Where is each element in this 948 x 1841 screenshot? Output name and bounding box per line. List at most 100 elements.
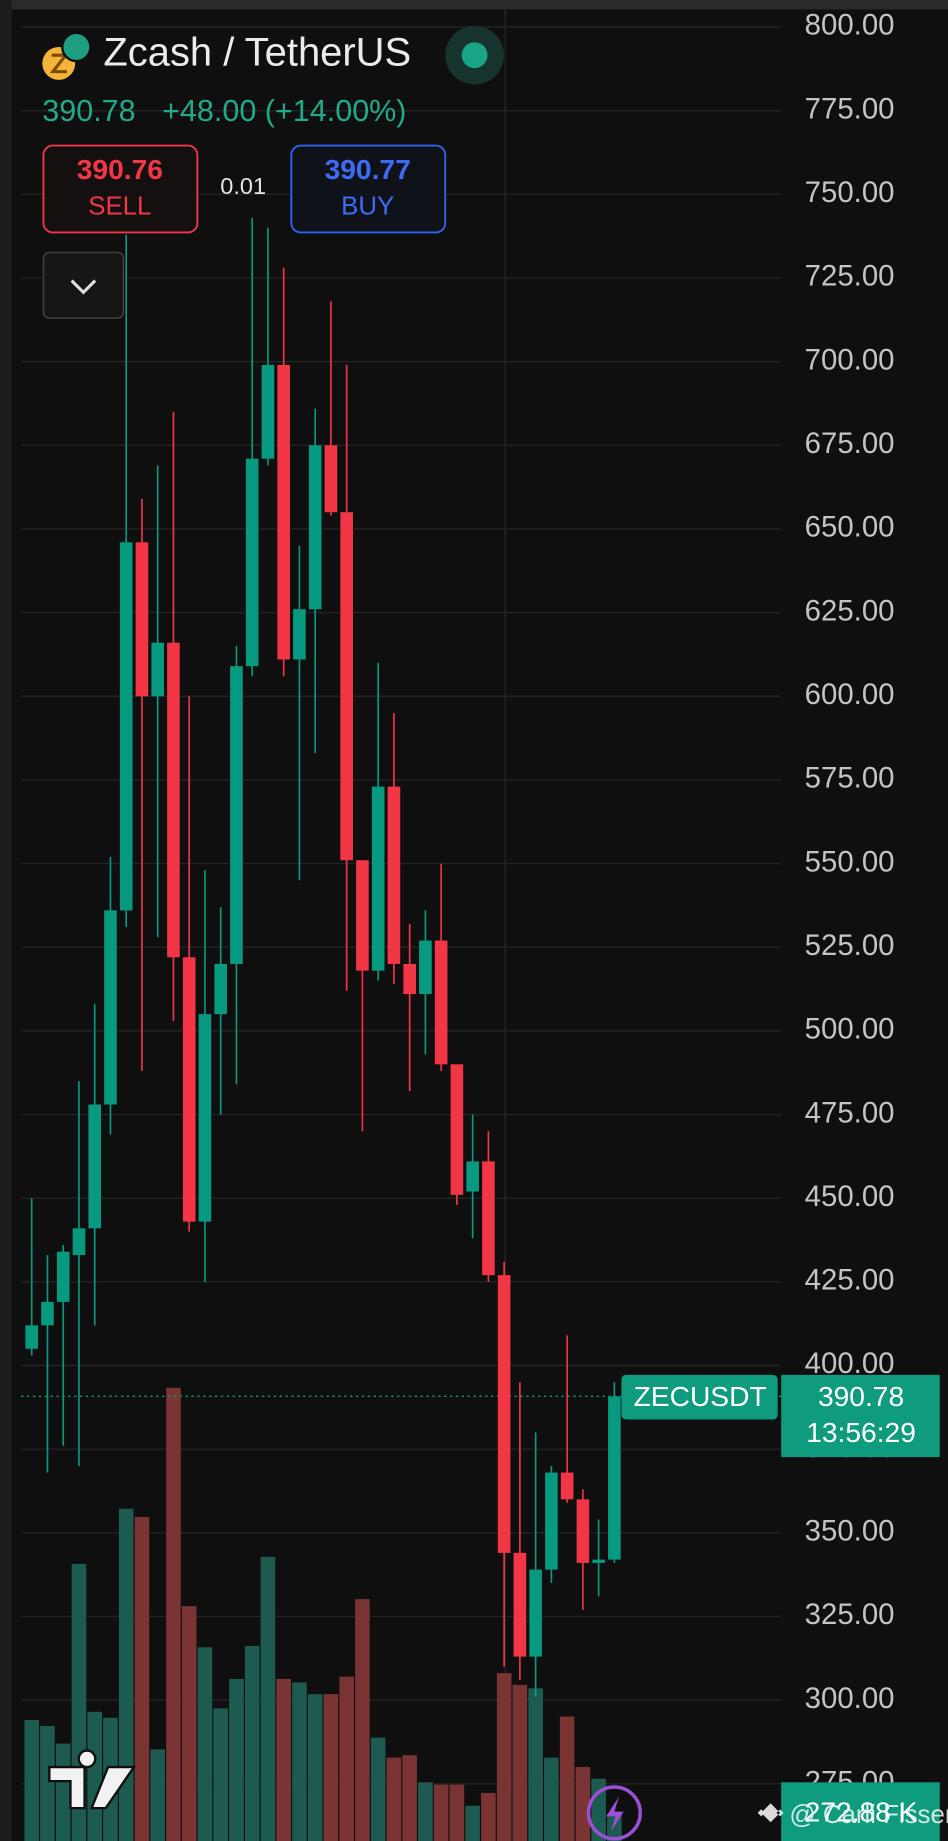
volume-pane: [24, 1387, 622, 1841]
candle-body: [72, 1228, 86, 1256]
candle-body: [529, 1569, 542, 1657]
volume-bar: [544, 1757, 559, 1841]
sell-button[interactable]: 390.76 SELL: [42, 144, 199, 234]
volume-bar: [150, 1749, 165, 1841]
quote-icon: [61, 31, 92, 63]
candle-body: [261, 364, 275, 459]
candle-body: [25, 1325, 39, 1349]
candle-body: [135, 542, 149, 697]
y-tick-label: 600.00: [805, 678, 895, 711]
candle-body: [371, 786, 385, 971]
y-tick-label: 625.00: [805, 594, 895, 627]
volume-bar: [465, 1805, 480, 1841]
volume-bar: [370, 1737, 386, 1841]
candle-body: [214, 963, 227, 1015]
candle-body: [576, 1499, 590, 1563]
y-tick-label: 300.00: [805, 1682, 895, 1715]
volume-bar: [607, 1813, 622, 1841]
candle-body: [230, 666, 243, 964]
candles: [21, 217, 782, 1697]
volume-bar: [292, 1682, 307, 1841]
volume-bar: [496, 1673, 512, 1841]
volume-bar: [118, 1508, 134, 1841]
y-tick-label: 550.00: [805, 845, 895, 878]
symbol-tag-text: ZECUSDT: [634, 1380, 767, 1412]
candle-body: [340, 512, 353, 861]
candle-body: [482, 1161, 495, 1276]
flash-button[interactable]: [586, 1785, 642, 1841]
volume-bar: [181, 1606, 197, 1841]
buy-button[interactable]: 390.77 BUY: [290, 144, 447, 234]
y-tick-label: 775.00: [805, 92, 895, 125]
volume-bar: [229, 1678, 244, 1841]
top-border: [0, 0, 948, 10]
y-tick-label: 750.00: [805, 176, 895, 209]
y-tick-label: 700.00: [805, 343, 895, 376]
volume-bar: [134, 1516, 150, 1841]
candle-body: [434, 940, 448, 1065]
candle-body: [198, 1014, 212, 1222]
candle-body: [56, 1251, 70, 1302]
volume-bar: [40, 1725, 55, 1841]
candle-body: [182, 957, 196, 1222]
candle-body: [592, 1559, 605, 1563]
y-tick-label: 675.00: [805, 427, 895, 460]
expand-button[interactable]: [42, 251, 125, 320]
candle-body: [41, 1301, 54, 1326]
symbol-tag: [621, 1374, 778, 1420]
market-status-dot: [461, 42, 488, 69]
expand-box[interactable]: [42, 251, 125, 320]
volume-bar: [575, 1767, 591, 1841]
candle-body: [88, 1104, 102, 1229]
buy-label[interactable]: BUY: [341, 193, 394, 221]
candle-body: [450, 1064, 464, 1195]
volume-bar: [244, 1646, 260, 1841]
volume-bar: [433, 1784, 449, 1841]
sell-label[interactable]: SELL: [88, 193, 151, 221]
sell-button-box[interactable]: [42, 144, 199, 234]
flash-icon[interactable]: [606, 1796, 624, 1832]
candle-body: [387, 786, 401, 964]
volume-bar: [339, 1676, 354, 1841]
candle-body: [608, 1396, 621, 1560]
candle-body: [513, 1552, 527, 1657]
candle-body: [151, 642, 164, 697]
volume-bar: [418, 1782, 433, 1841]
volume-bar: [276, 1678, 291, 1841]
tradingview-logo: [48, 1749, 137, 1810]
y-tick-label: 325.00: [805, 1598, 895, 1631]
candle-body: [466, 1161, 479, 1192]
price-tag-value: 390.78: [818, 1380, 904, 1412]
volume-bar: [402, 1755, 417, 1841]
candle-body: [403, 963, 416, 995]
buy-price[interactable]: 390.77: [325, 153, 411, 185]
y-tick-label: 650.00: [805, 511, 895, 544]
candle-body: [167, 642, 180, 958]
candle-body: [324, 445, 338, 513]
buy-button-box[interactable]: [290, 144, 447, 234]
y-tick-label: 800.00: [805, 9, 895, 42]
volume-bar: [481, 1792, 496, 1841]
chevron[interactable]: [70, 279, 97, 295]
volume-bar: [197, 1647, 213, 1841]
sell-price[interactable]: 390.76: [77, 153, 163, 185]
volume-bar: [323, 1694, 339, 1841]
volume-bar: [386, 1757, 402, 1841]
countdown: 13:56:29: [806, 1416, 916, 1448]
candle-body: [497, 1275, 511, 1553]
y-tick-label: 525.00: [805, 929, 895, 962]
volume-bar: [24, 1720, 40, 1841]
volume-bar: [260, 1556, 276, 1841]
spread: 0.01: [220, 173, 266, 199]
candle-body: [560, 1472, 574, 1500]
y-tick-label: 575.00: [805, 762, 895, 795]
candle-body: [545, 1472, 558, 1570]
price-axis: 275.00300.00325.00350.00375.00400.00425.…: [805, 9, 895, 1799]
volume-bar: [355, 1599, 370, 1841]
volume-bar: [87, 1711, 102, 1841]
volume-tag-value: 272.88 K: [805, 1795, 918, 1827]
y-tick-label: 450.00: [805, 1180, 895, 1213]
y-tick-label: 475.00: [805, 1096, 895, 1129]
